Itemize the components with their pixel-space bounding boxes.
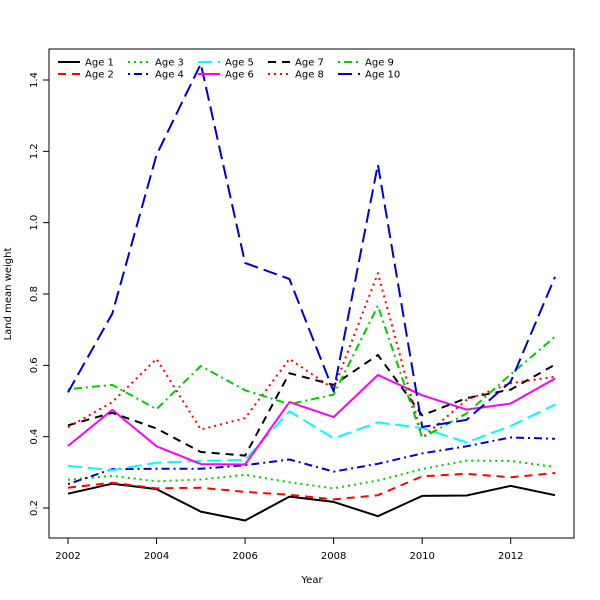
y-tick-label: 0.4 xyxy=(29,429,40,445)
legend-label: Age 5 xyxy=(225,58,254,69)
x-tick-label: 2010 xyxy=(409,551,434,562)
x-tick-label: 2008 xyxy=(321,551,346,562)
x-axis: 2002 2004 2006 2008 2010 2012 xyxy=(55,538,523,562)
series-line-age-8 xyxy=(67,272,556,439)
legend-label: Age 2 xyxy=(85,70,114,81)
legend-label: Age 10 xyxy=(365,70,400,81)
x-tick-label: 2004 xyxy=(144,551,169,562)
y-tick-label: 0.6 xyxy=(29,357,40,373)
series-line-age-9 xyxy=(67,304,556,439)
series-line-age-5 xyxy=(67,403,556,472)
series-line-age-7 xyxy=(67,354,556,457)
legend-label: Age 9 xyxy=(365,58,394,69)
legend-label: Age 8 xyxy=(295,70,324,81)
series-line-age-4 xyxy=(67,436,556,486)
y-tick-label: 0.2 xyxy=(29,500,40,516)
y-tick-label: 1.0 xyxy=(29,215,40,231)
series-line-age-2 xyxy=(67,472,556,501)
y-tick-label: 0.8 xyxy=(29,286,40,302)
series-line-age-1 xyxy=(67,482,556,522)
series-line-age-10 xyxy=(67,62,556,428)
y-axis: 0.2 0.4 0.6 0.8 1.0 1.2 1.4 xyxy=(29,72,49,516)
x-tick-label: 2006 xyxy=(232,551,257,562)
y-tick-label: 1.2 xyxy=(29,143,40,159)
legend-label: Age 7 xyxy=(295,58,324,69)
legend-label: Age 4 xyxy=(155,70,184,81)
x-tick-label: 2012 xyxy=(498,551,523,562)
legend-label: Age 3 xyxy=(155,58,184,69)
legend-label: Age 6 xyxy=(225,70,254,81)
x-tick-label: 2002 xyxy=(55,551,80,562)
series-lines xyxy=(67,62,556,522)
y-axis-title: Land mean weight xyxy=(3,248,14,341)
x-axis-title: Year xyxy=(300,575,323,586)
legend-label: Age 1 xyxy=(85,58,114,69)
y-tick-label: 1.4 xyxy=(29,72,40,88)
series-line-age-6 xyxy=(67,374,556,466)
